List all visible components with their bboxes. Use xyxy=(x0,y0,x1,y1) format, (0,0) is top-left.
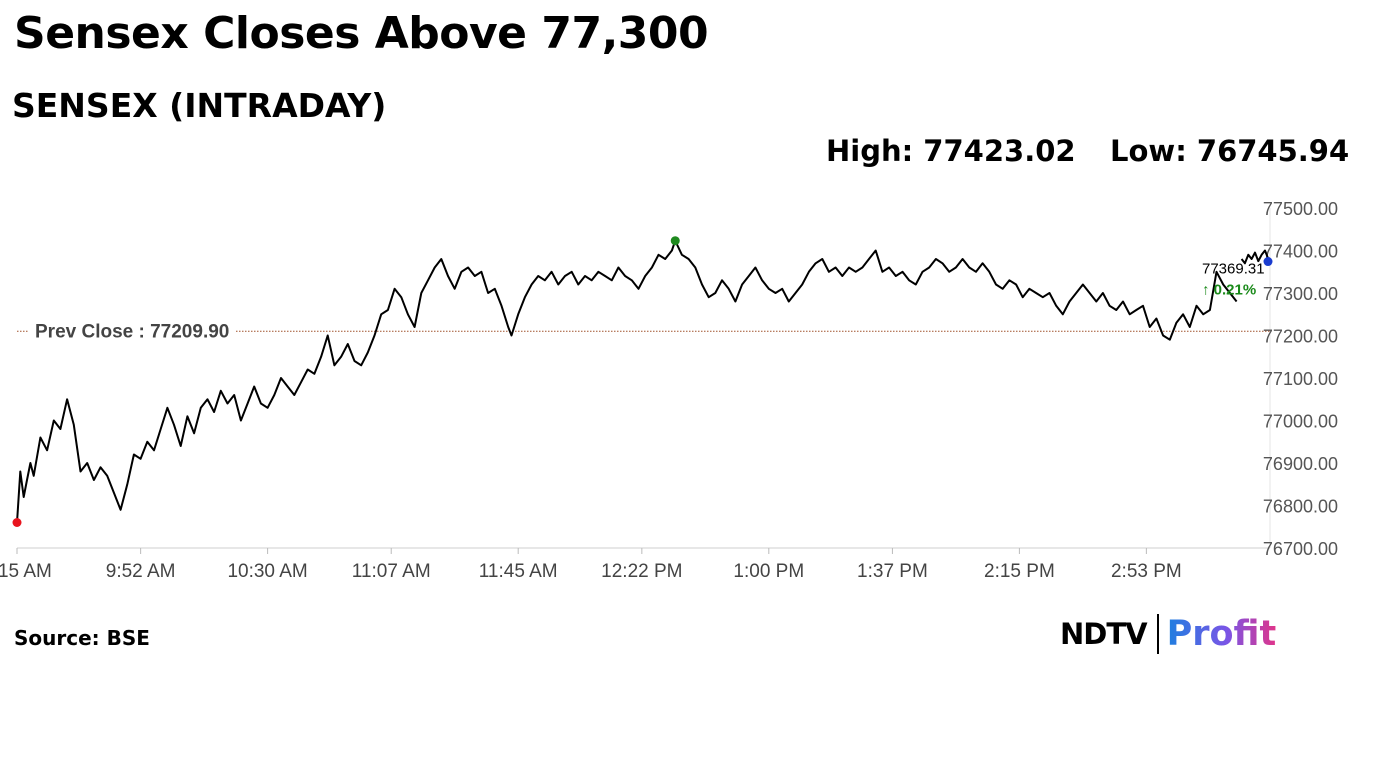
logo-profit-text: Profit xyxy=(1166,614,1277,654)
page-title: Sensex Closes Above 77,300 xyxy=(14,8,709,59)
last-value-label: 77369.31 xyxy=(1202,261,1265,278)
x-tick-label: 2:53 PM xyxy=(1111,561,1182,582)
x-tick-label: 9:52 AM xyxy=(106,561,176,582)
intraday-line-chart: 77500.00 77400.00 77300.00 77200.00 77100.00… xyxy=(0,199,1338,582)
ndtv-profit-logo: NDTV Profit xyxy=(1060,612,1276,656)
low-label: Low: 76745.94 xyxy=(1110,134,1350,168)
series-layer xyxy=(16,239,1271,523)
x-tick-label: 11:45 AM xyxy=(479,561,558,582)
prev-close-label-bg xyxy=(29,320,236,344)
marker-layer xyxy=(12,236,1273,527)
last-marker xyxy=(1263,257,1273,267)
chart-subtitle: SENSEX (INTRADAY) xyxy=(12,86,387,125)
x-tick-label: 2:15 PM xyxy=(984,561,1055,582)
x-tick-label: 1:00 PM xyxy=(733,561,804,582)
logo-divider xyxy=(1156,614,1159,654)
x-tick-label: 9:15 AM xyxy=(0,561,52,582)
logo-ndtv-text: NDTV xyxy=(1060,617,1148,651)
y-tick-label: 76800.00 xyxy=(1263,497,1338,517)
high-marker xyxy=(670,236,680,246)
x-tick-label: 1:37 PM xyxy=(857,561,928,582)
change-percent-label: ↑ 0.21% xyxy=(1202,282,1256,299)
open-marker xyxy=(12,518,22,527)
y-tick-label: 77100.00 xyxy=(1263,369,1338,389)
y-tick-label: 77300.00 xyxy=(1263,284,1338,304)
series-line-2 xyxy=(1240,249,1271,265)
y-tick-label: 76700.00 xyxy=(1263,539,1338,559)
axis-layer: 77500.00 77400.00 77300.00 77200.00 77100.00… xyxy=(0,199,1338,582)
y-tick-label: 77200.00 xyxy=(1263,327,1338,347)
prev-close-label: Prev Close : 77209.90 xyxy=(35,321,229,342)
y-tick-label: 77500.00 xyxy=(1263,199,1338,219)
high-label: High: 77423.02 xyxy=(826,134,1076,168)
x-tick-label: 11:07 AM xyxy=(352,561,431,582)
series-line-1 xyxy=(16,239,1238,523)
x-tick-label: 12:22 PM xyxy=(601,561,682,582)
y-tick-label: 77000.00 xyxy=(1263,412,1338,432)
source-note: Source: BSE xyxy=(14,626,150,650)
y-tick-label: 77400.00 xyxy=(1263,242,1338,262)
x-tick-label: 10:30 AM xyxy=(227,561,307,582)
y-tick-label: 76900.00 xyxy=(1263,454,1338,474)
